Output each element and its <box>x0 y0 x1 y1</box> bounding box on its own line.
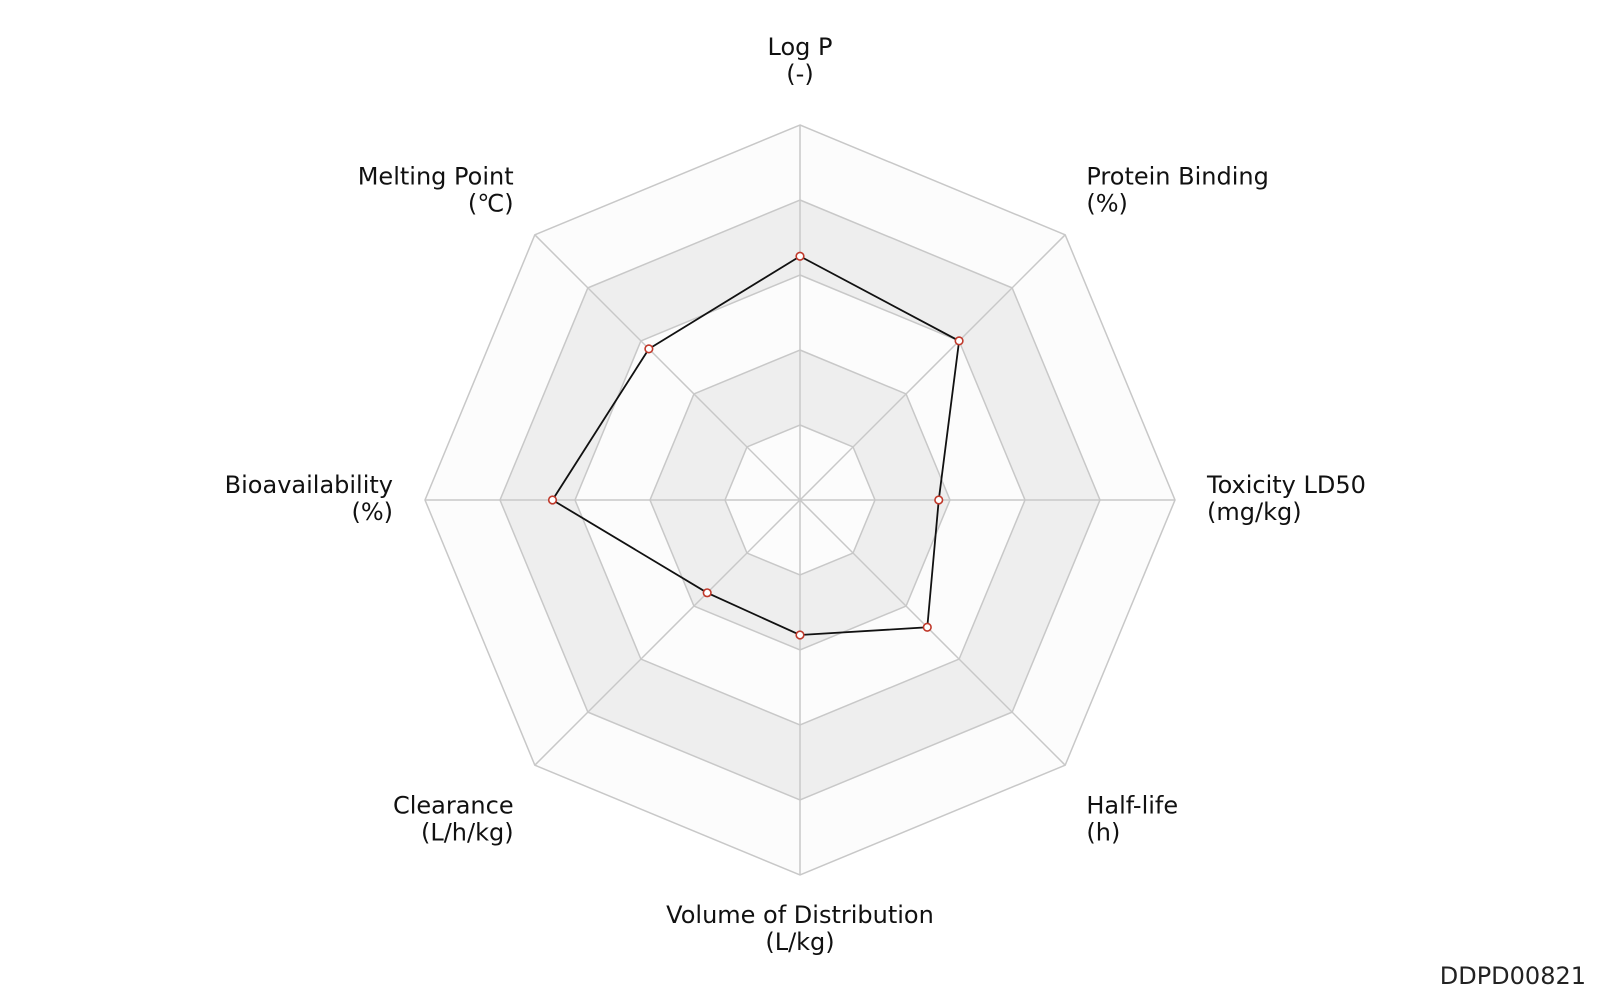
axis-label-5: Volume of Distribution (L/kg) <box>666 901 934 956</box>
axis-label-6: Clearance (L/h/kg) <box>393 791 514 846</box>
axis-name-7: Bioavailability <box>225 471 393 499</box>
axis-label-7: Bioavailability (%) <box>225 471 393 526</box>
radar-series <box>547 251 964 640</box>
data-point-1 <box>795 251 805 261</box>
axis-label-4: Half-life (h) <box>1086 791 1178 846</box>
axis-unit-8: (℃) <box>468 190 514 218</box>
axis-unit-6: (L/h/kg) <box>421 818 514 846</box>
axis-label-2: Protein Binding (%) <box>1086 163 1268 218</box>
axis-name-5: Volume of Distribution <box>666 901 934 929</box>
axis-label-1: Log P (-) <box>768 33 833 88</box>
data-point-4 <box>922 622 932 632</box>
data-point-2 <box>954 336 964 346</box>
axis-name-4: Half-life <box>1086 791 1178 819</box>
chart-id-label: DDPD00821 <box>1439 962 1586 990</box>
axis-name-1: Log P <box>768 33 833 61</box>
data-point-3 <box>934 495 944 505</box>
axis-name-6: Clearance <box>393 791 514 819</box>
axis-name-2: Protein Binding <box>1086 163 1268 191</box>
data-point-7 <box>547 495 558 505</box>
data-point-5 <box>795 630 805 640</box>
axis-unit-2: (%) <box>1086 190 1128 218</box>
axis-name-8: Melting Point <box>358 163 514 191</box>
radar-spoke-2 <box>799 234 1066 501</box>
axis-name-3: Toxicity LD50 <box>1206 471 1366 499</box>
axis-unit-5: (L/kg) <box>765 928 834 956</box>
data-point-8 <box>644 344 654 354</box>
data-point-6 <box>702 588 712 598</box>
axis-unit-4: (h) <box>1086 818 1120 846</box>
axis-unit-1: (-) <box>786 60 813 88</box>
radar-spokes <box>425 125 1175 875</box>
radar-spoke-4 <box>799 499 1066 766</box>
axis-unit-7: (%) <box>351 498 393 526</box>
radar-spoke-6 <box>534 499 801 766</box>
axis-label-3: Toxicity LD50 (mg/kg) <box>1206 471 1366 526</box>
axis-labels: Log P (-)Protein Binding (%)Toxicity LD50(… <box>225 33 1366 956</box>
axis-label-8: Melting Point (℃) <box>358 163 514 218</box>
axis-unit-3: (mg/kg) <box>1207 498 1302 526</box>
radar-spoke-8 <box>534 234 801 501</box>
